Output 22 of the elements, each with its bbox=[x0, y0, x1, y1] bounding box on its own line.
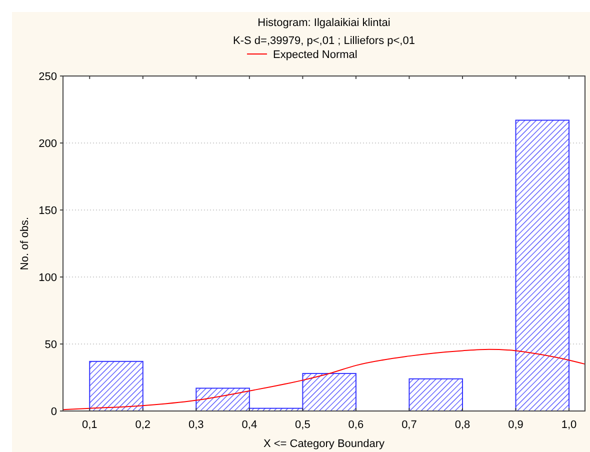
y-tick-label: 100 bbox=[38, 272, 57, 284]
x-tick-label: 0,5 bbox=[295, 419, 310, 431]
y-tick-label: 200 bbox=[38, 138, 57, 150]
x-tick-label: 0,9 bbox=[508, 419, 524, 431]
chart-title: Histogram: Ilgalaikiai klintai bbox=[258, 17, 390, 29]
x-tick-label: 0,4 bbox=[242, 419, 258, 431]
x-tick-label: 0,2 bbox=[135, 419, 151, 431]
y-tick-label: 50 bbox=[44, 339, 57, 351]
x-tick-label: 0,1 bbox=[82, 419, 98, 431]
x-tick-label: 0,7 bbox=[402, 419, 417, 431]
x-axis-title: X <= Category Boundary bbox=[263, 438, 386, 450]
x-tick-label: 1,0 bbox=[561, 419, 577, 431]
y-tick-label: 0 bbox=[50, 406, 57, 418]
chart-subtitle: K-S d=,39979, p<,01 ; Lilliefors p<,01 bbox=[233, 35, 415, 47]
line-series bbox=[62, 348, 586, 410]
x-tick-label: 0,3 bbox=[188, 419, 204, 431]
legend-label: Expected Normal bbox=[273, 49, 358, 61]
x-tick-label: 0,6 bbox=[348, 419, 364, 431]
y-axis-title: No. of obs. bbox=[19, 216, 31, 270]
y-tick-label: 250 bbox=[38, 71, 57, 83]
y-tick-label: 150 bbox=[38, 205, 57, 217]
x-tick-label: 0,8 bbox=[454, 419, 470, 431]
